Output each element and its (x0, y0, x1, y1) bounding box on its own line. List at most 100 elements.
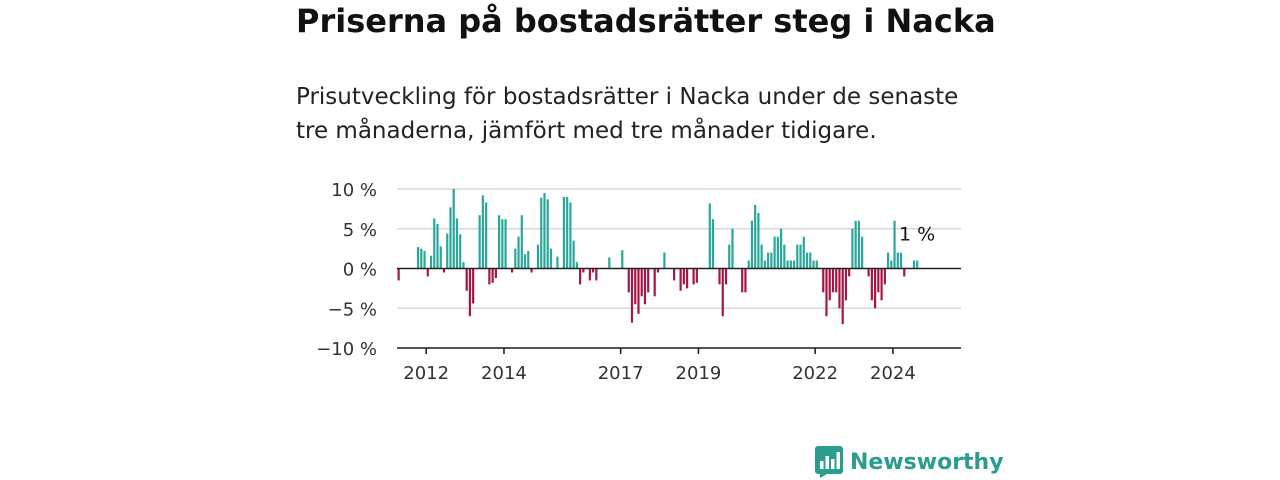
bar (429, 255, 433, 269)
bar (773, 236, 776, 269)
bar (433, 218, 436, 269)
bar (442, 268, 446, 273)
bar (812, 260, 815, 269)
bar (640, 268, 643, 297)
y-tick-label: −5 % (328, 299, 377, 320)
brand-name: Newsworthy (850, 449, 1004, 475)
bar (828, 268, 831, 301)
bar (809, 252, 812, 269)
bar (504, 219, 507, 269)
bar (854, 220, 857, 269)
bar (695, 268, 698, 283)
bar (530, 268, 533, 273)
latest-value-label: 1 % (899, 224, 935, 246)
bar (643, 268, 647, 305)
chart-title: Priserna på bostadsrätter steg i Nacka (296, 2, 996, 40)
bar (549, 248, 553, 269)
bar (634, 268, 637, 305)
bar (436, 223, 439, 269)
bar (750, 220, 754, 269)
bar (523, 254, 527, 269)
bar (536, 244, 540, 269)
bar (796, 244, 799, 269)
bar (679, 268, 682, 291)
bar (510, 268, 514, 273)
bar (423, 251, 426, 269)
chart-annotation: 1 % (899, 224, 935, 246)
bar (893, 220, 896, 269)
bar (449, 207, 452, 269)
bar (903, 268, 906, 277)
bar (439, 246, 442, 269)
bar (494, 268, 497, 279)
bar (792, 260, 796, 269)
bar (899, 252, 903, 269)
bar (468, 268, 472, 317)
bar (861, 236, 864, 269)
bar (711, 219, 715, 269)
x-axis-tick-labels: 2012 2014 2017 2019 2022 2024 (403, 363, 916, 384)
bar (569, 202, 572, 269)
bar (452, 189, 455, 269)
bar (647, 268, 650, 293)
bar (520, 215, 523, 269)
bar (721, 268, 724, 317)
bar (825, 268, 828, 317)
bar (848, 268, 851, 277)
bar (776, 236, 779, 269)
bar (896, 252, 899, 269)
x-tick-label: 2012 (403, 363, 449, 384)
y-axis-tick-labels: 10 % 5 % 0 % −5 % −10 % (316, 180, 377, 360)
bar (459, 234, 462, 269)
bar (747, 260, 750, 269)
bar (420, 248, 423, 269)
bar (491, 268, 494, 283)
bar (630, 268, 634, 323)
bar (455, 218, 459, 269)
bar (546, 199, 549, 269)
bar (744, 268, 747, 293)
newsworthy-logo[interactable]: Newsworthy (815, 446, 1004, 478)
bar (481, 195, 484, 269)
bar (835, 268, 838, 293)
bar (841, 268, 844, 325)
bar (780, 228, 783, 269)
bar (656, 268, 660, 273)
bar (770, 252, 773, 269)
bar (815, 260, 818, 269)
bar (731, 228, 734, 269)
bar (540, 197, 543, 269)
bar (708, 203, 711, 269)
bar (805, 252, 809, 269)
x-tick-label: 2019 (676, 363, 722, 384)
bar (870, 268, 873, 301)
bar (582, 268, 585, 273)
bar-chart-speech-bubble-icon (815, 446, 843, 478)
bar-chart: 10 % 5 % 0 % −5 % −10 % 2012 2014 2017 2019 2022… (316, 180, 961, 384)
bar (724, 268, 728, 285)
bar (877, 268, 880, 293)
bar (844, 268, 848, 301)
x-tick-label: 2014 (481, 363, 527, 384)
bar (514, 248, 517, 269)
bar (789, 260, 792, 269)
bar (488, 268, 491, 285)
bar (562, 196, 566, 269)
bar (426, 268, 429, 277)
bar (741, 268, 744, 293)
bar (692, 268, 695, 285)
bar (627, 268, 630, 293)
bar (822, 268, 825, 293)
bar (588, 268, 591, 281)
bar (916, 260, 919, 269)
bar (592, 268, 595, 273)
bar (556, 256, 559, 269)
chart-bars (397, 189, 919, 325)
bar (757, 212, 760, 269)
chart-axes (397, 267, 961, 354)
bar (760, 244, 763, 269)
y-tick-label: 0 % (343, 260, 377, 281)
bar (886, 252, 890, 269)
bar (575, 262, 578, 269)
bar (763, 260, 766, 269)
